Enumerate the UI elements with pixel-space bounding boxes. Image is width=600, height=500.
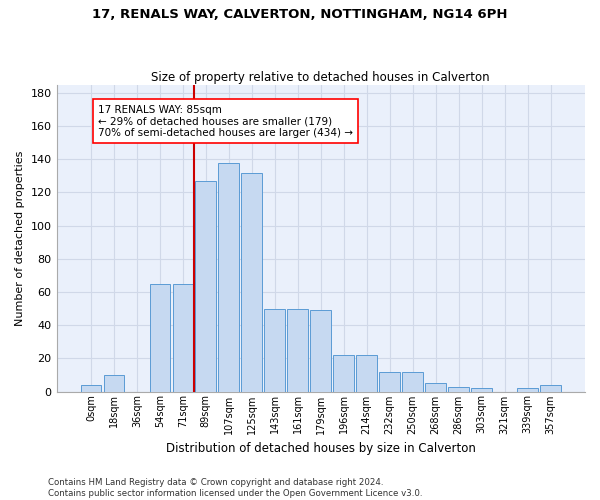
Bar bbox=[425, 383, 446, 392]
Text: Contains HM Land Registry data © Crown copyright and database right 2024.
Contai: Contains HM Land Registry data © Crown c… bbox=[48, 478, 422, 498]
Bar bbox=[334, 355, 354, 392]
Text: 17 RENALS WAY: 85sqm
← 29% of detached houses are smaller (179)
70% of semi-deta: 17 RENALS WAY: 85sqm ← 29% of detached h… bbox=[98, 104, 353, 138]
Bar bbox=[287, 308, 308, 392]
Bar bbox=[310, 310, 331, 392]
Bar bbox=[265, 308, 285, 392]
Bar bbox=[104, 375, 124, 392]
X-axis label: Distribution of detached houses by size in Calverton: Distribution of detached houses by size … bbox=[166, 442, 476, 455]
Bar bbox=[448, 386, 469, 392]
Y-axis label: Number of detached properties: Number of detached properties bbox=[15, 150, 25, 326]
Bar bbox=[218, 162, 239, 392]
Bar bbox=[241, 172, 262, 392]
Bar bbox=[196, 181, 216, 392]
Bar bbox=[540, 385, 561, 392]
Bar bbox=[149, 284, 170, 392]
Bar bbox=[379, 372, 400, 392]
Text: 17, RENALS WAY, CALVERTON, NOTTINGHAM, NG14 6PH: 17, RENALS WAY, CALVERTON, NOTTINGHAM, N… bbox=[92, 8, 508, 20]
Bar bbox=[472, 388, 492, 392]
Bar bbox=[403, 372, 423, 392]
Bar bbox=[80, 385, 101, 392]
Title: Size of property relative to detached houses in Calverton: Size of property relative to detached ho… bbox=[151, 70, 490, 84]
Bar bbox=[517, 388, 538, 392]
Bar bbox=[173, 284, 193, 392]
Bar bbox=[356, 355, 377, 392]
